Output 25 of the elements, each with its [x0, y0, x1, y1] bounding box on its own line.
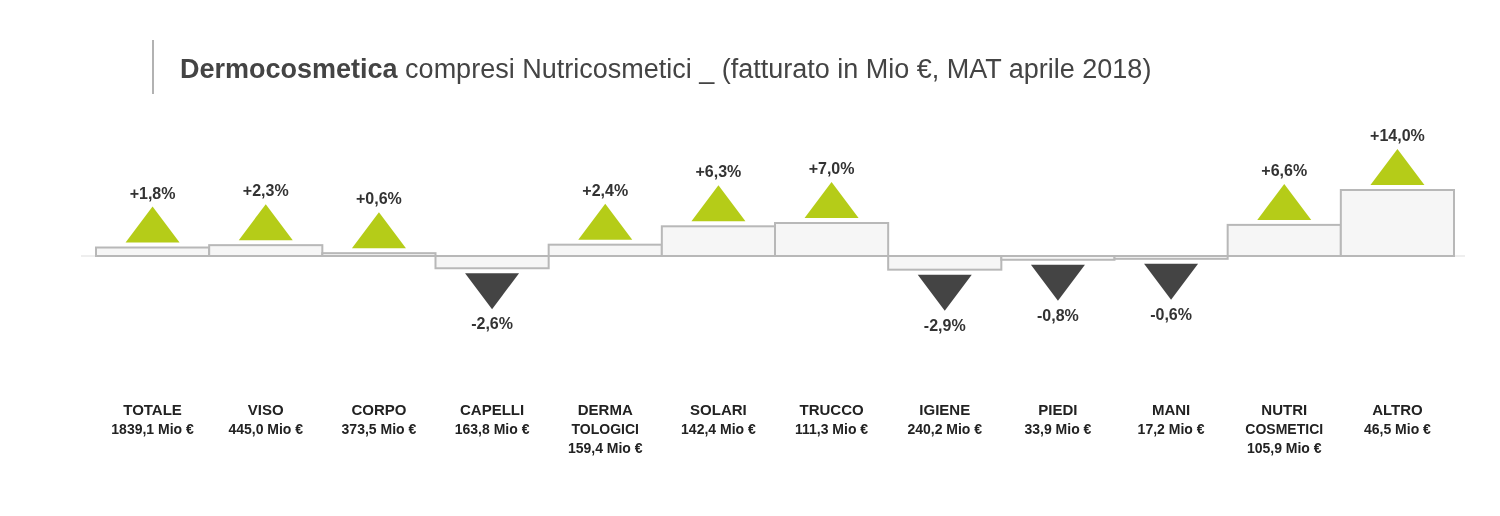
x-tick-label: MANI 17,2 Mio € — [1137, 401, 1205, 437]
x-tick-label: TRUCCO 111,3 Mio € — [795, 401, 869, 437]
x-tick-label: SOLARI 142,4 Mio € — [681, 401, 756, 437]
x-tick-label: NUTRI COSMETICI 105,9 Mio € — [1245, 401, 1324, 456]
x-tick-label: TOTALE 1839,1 Mio € — [111, 401, 195, 437]
data-label: +14,0% — [1370, 127, 1425, 144]
x-tick-label: ALTRO 46,5 Mio € — [1363, 401, 1432, 437]
data-label: -2,6% — [471, 315, 513, 333]
data-label: +7,0% — [808, 160, 855, 177]
x-tick-label: CAPELLI 163,8 Mio € — [454, 401, 530, 437]
data-label: +6,3% — [695, 163, 742, 181]
x-tick-label: DERMA TOLOGICI 159,4 Mio € — [567, 401, 643, 456]
data-label: +6,6% — [1261, 161, 1308, 179]
data-label: -2,9% — [923, 316, 966, 334]
data-label: +1,8% — [129, 184, 176, 202]
x-tick-label: IGIENE 240,2 Mio € — [907, 401, 983, 437]
chart-title: Dermocosmetica compresi Nutricosmetici _ (fatturato in Mio €, MAT aprile 2018) — [180, 54, 1152, 84]
x-tick-label: PIEDI 33,9 Mio € — [1024, 401, 1092, 437]
x-tick-label: VISO 445,0 Mio € — [228, 401, 304, 437]
data-label: +2,3% — [242, 182, 289, 200]
data-label: +0,6% — [356, 190, 402, 208]
data-label: -0,8% — [1037, 306, 1079, 324]
data-label: -0,6% — [1150, 305, 1192, 323]
data-label: +2,4% — [582, 181, 629, 199]
x-tick-label: CORPO 373,5 Mio € — [341, 401, 417, 437]
